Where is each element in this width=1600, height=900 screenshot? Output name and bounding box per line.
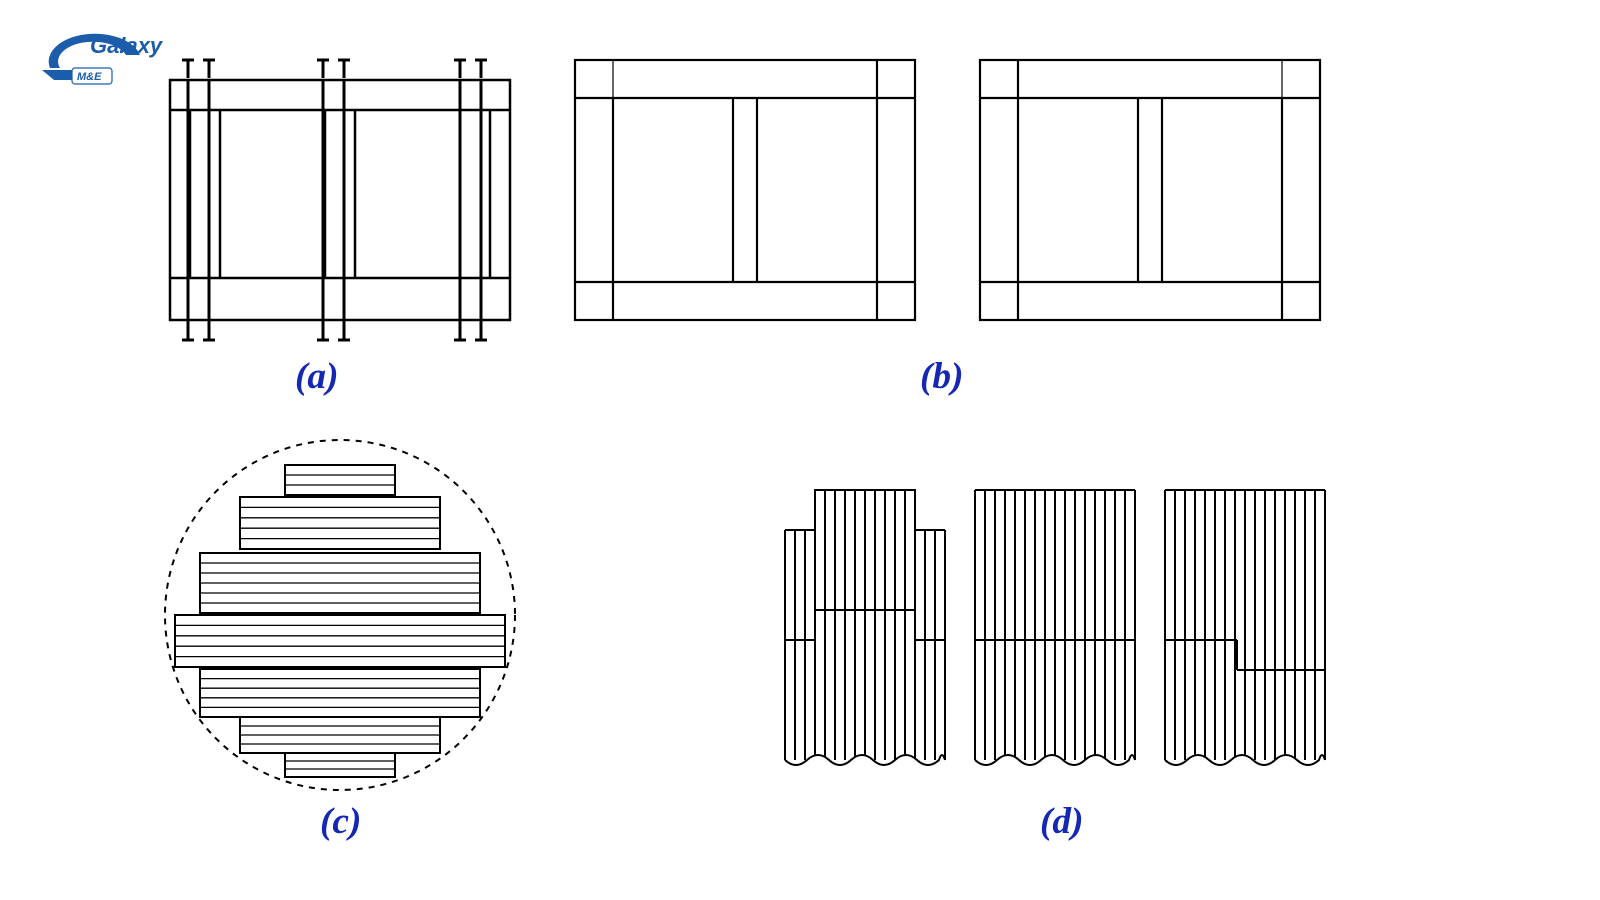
diagram-d-leg <box>785 490 945 800</box>
diagram-d-leg <box>975 490 1135 800</box>
diagram-canvas <box>0 0 1600 900</box>
label-b: (b) <box>920 355 964 398</box>
label-c: (c) <box>320 800 361 843</box>
diagram-b-core <box>575 60 915 320</box>
diagram-c <box>165 440 515 790</box>
label-d: (d) <box>1040 800 1084 843</box>
diagram-b-core <box>980 60 1320 320</box>
label-a: (a) <box>295 355 339 398</box>
diagram-d-leg <box>1165 490 1325 800</box>
diagram-a <box>170 60 510 340</box>
